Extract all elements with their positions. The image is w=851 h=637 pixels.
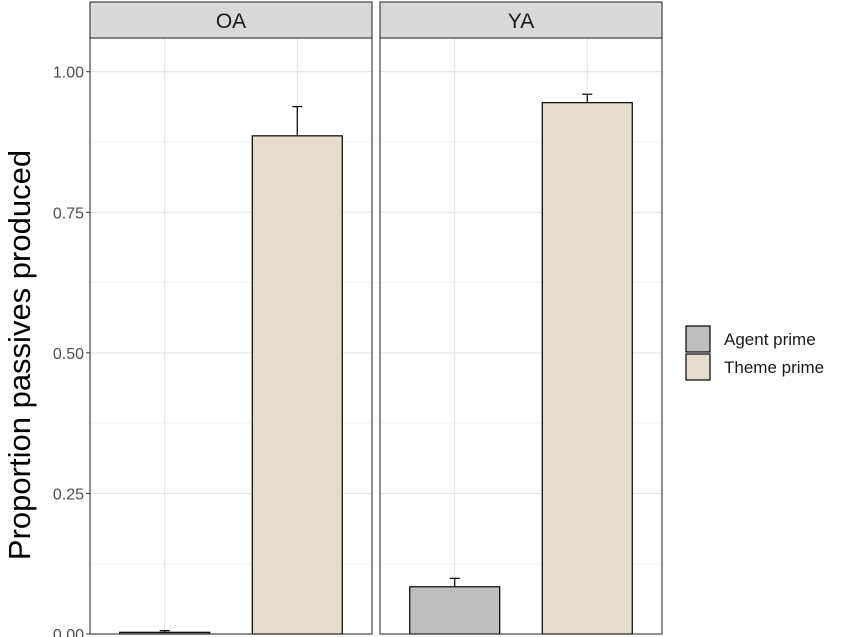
- y-tick-label: 0.25: [53, 486, 84, 503]
- legend: Agent prime Theme prime: [685, 325, 824, 381]
- legend-label: Agent prime: [724, 330, 816, 349]
- panel-oa: OA: [89, 1, 373, 635]
- legend-label: Theme prime: [724, 358, 824, 377]
- y-axis: 0.00 0.25 0.50 0.75 1.00: [53, 65, 90, 637]
- y-axis-title: Proportion passives produced: [2, 150, 37, 560]
- facet-strip-label: OA: [216, 10, 246, 33]
- facet-strip-label: YA: [508, 10, 534, 33]
- facet-strip: [89, 1, 373, 39]
- legend-key-theme-prime: [685, 353, 711, 381]
- y-tick-label: 0.50: [53, 346, 84, 363]
- facet-panels: OA YA: [89, 1, 663, 635]
- y-tick-label: 1.00: [53, 65, 84, 82]
- bar-ya-theme-prime: [541, 102, 633, 635]
- bar-ya-agent-prime: [409, 586, 501, 635]
- facet-strip: [379, 1, 663, 39]
- legend-key-agent-prime: [685, 325, 711, 353]
- y-axis-title-group: Proportion passives produced: [2, 150, 37, 560]
- panel-ya: YA: [379, 1, 663, 635]
- y-tick-label: 0.00: [53, 627, 84, 637]
- bar-oa-theme-prime: [251, 135, 343, 635]
- y-tick-label: 0.75: [53, 205, 84, 222]
